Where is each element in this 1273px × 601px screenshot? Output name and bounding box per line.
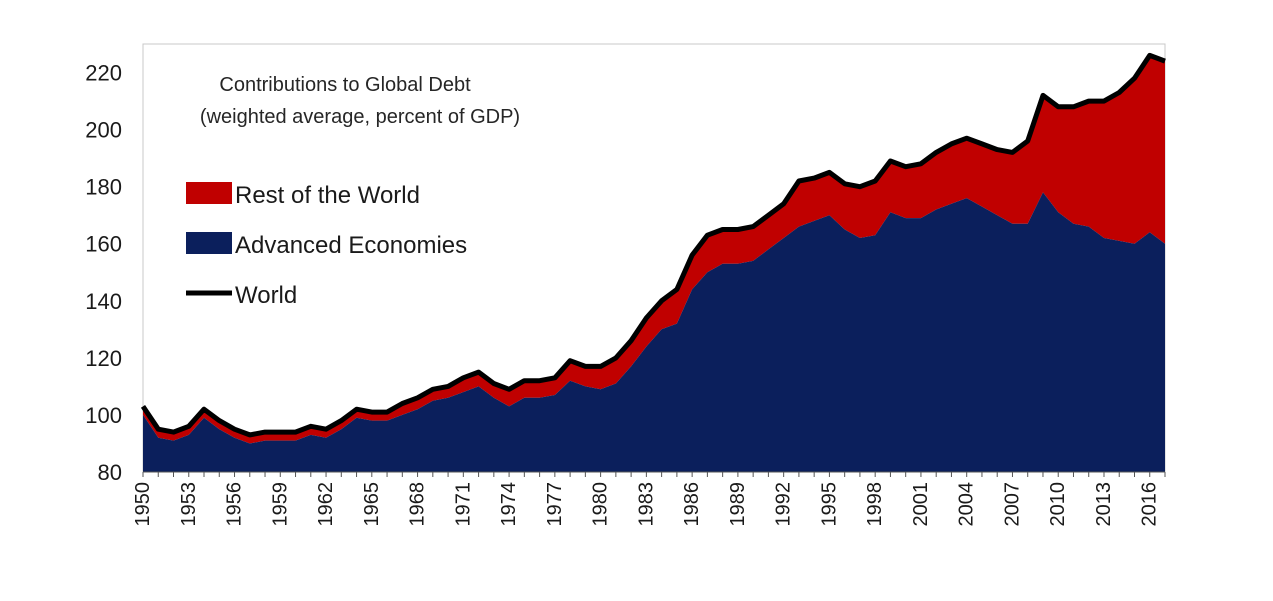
area-series-group bbox=[140, 52, 1166, 472]
legend: Rest of the World Advanced Economies Wor… bbox=[186, 182, 467, 309]
x-tick-label: 1971 bbox=[452, 482, 474, 527]
y-tick-label: 100 bbox=[85, 403, 122, 428]
x-tick-label: 1980 bbox=[590, 482, 612, 527]
x-tick-label: 1983 bbox=[635, 482, 657, 527]
chart-title-line-2: (weighted average, percent of GDP) bbox=[200, 106, 520, 128]
x-tick-label: 1956 bbox=[224, 482, 246, 527]
chart-title: Contributions to Global Debt (weighted a… bbox=[200, 74, 520, 128]
y-tick-label: 120 bbox=[85, 346, 122, 371]
area-advanced-economies bbox=[143, 192, 1165, 472]
x-tick-label: 2001 bbox=[910, 482, 932, 527]
x-tick-label: 1962 bbox=[315, 482, 337, 527]
x-tick-label: 1986 bbox=[681, 482, 703, 527]
y-tick-label: 220 bbox=[85, 61, 122, 86]
y-tick-label: 140 bbox=[85, 289, 122, 314]
x-tick-label: 1998 bbox=[864, 482, 886, 527]
legend-swatch-rest-of-world bbox=[186, 182, 232, 204]
chart-title-line-1: Contributions to Global Debt bbox=[219, 74, 471, 96]
x-tick-label: 1968 bbox=[407, 482, 429, 527]
axes-group: 80 100 120 140 160 180 200 220 1950 1953 1956 1959 1… bbox=[85, 61, 1166, 527]
x-tick-label: 2016 bbox=[1139, 482, 1161, 527]
x-tick-label: 1977 bbox=[544, 482, 566, 527]
x-tick-label: 1965 bbox=[361, 482, 383, 527]
y-tick-label: 180 bbox=[85, 175, 122, 200]
x-tick-label: 2004 bbox=[956, 482, 978, 527]
y-tick-label: 200 bbox=[85, 118, 122, 143]
legend-swatch-advanced-economies bbox=[186, 232, 232, 254]
x-tick-label: 2007 bbox=[1001, 482, 1023, 527]
x-tick-label: 1950 bbox=[132, 482, 154, 527]
legend-label-advanced-economies: Advanced Economies bbox=[235, 232, 467, 259]
legend-label-rest-of-world: Rest of the World bbox=[235, 182, 420, 209]
x-tick-label: 1974 bbox=[498, 482, 520, 527]
line-world bbox=[140, 52, 1166, 438]
x-tick-label: 1989 bbox=[727, 482, 749, 527]
x-tick-label: 2013 bbox=[1093, 482, 1115, 527]
x-tick-label: 1959 bbox=[269, 482, 291, 527]
legend-label-world: World bbox=[235, 282, 297, 309]
y-tick-label: 160 bbox=[85, 232, 122, 257]
x-tick-label: 1953 bbox=[178, 482, 200, 527]
y-tick-label: 80 bbox=[98, 460, 122, 485]
x-tick-label: 2010 bbox=[1047, 482, 1069, 527]
x-tick-label: 1992 bbox=[773, 482, 795, 527]
x-tick-label: 1995 bbox=[818, 482, 840, 527]
